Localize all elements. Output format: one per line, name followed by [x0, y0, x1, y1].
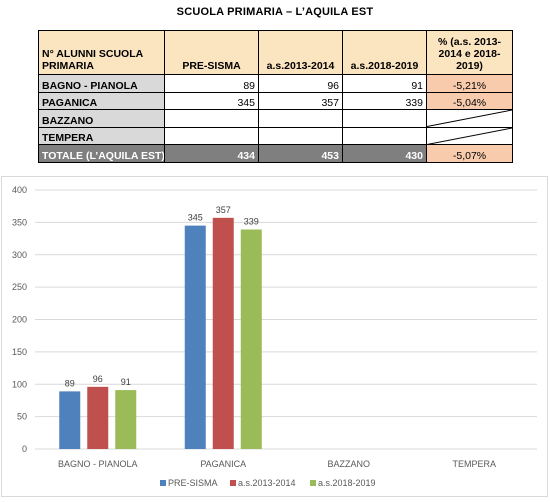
data-label: 96 [93, 374, 103, 384]
cell-as-2013-2014: 96 [258, 74, 343, 93]
cell-percent: -5,04% [426, 91, 513, 110]
y-tick-label: 300 [12, 250, 27, 260]
total-pre-sisma: 434 [164, 144, 259, 163]
cell-pre-sisma: 345 [164, 91, 259, 110]
header-percent: % (a.s. 2013-2014 e 2018-2019) [426, 30, 513, 75]
data-label: 91 [121, 377, 131, 387]
bar [240, 229, 262, 449]
legend-label: a.s.2018-2019 [318, 478, 376, 488]
legend-label: a.s.2013-2014 [238, 478, 296, 488]
table-row: BAZZANO [38, 109, 513, 128]
cell-as-2013-2014 [258, 109, 343, 128]
x-tick-label: BAZZANO [327, 459, 370, 469]
legend-swatch [160, 480, 166, 486]
data-label: 345 [188, 213, 203, 223]
cell-as-2018-2019 [342, 109, 427, 128]
cell-pre-sisma [164, 109, 259, 128]
cell-percent-empty [426, 109, 513, 128]
cell-as-2018-2019 [342, 126, 427, 145]
bar [212, 217, 234, 449]
row-label: BAGNO - PIANOLA [38, 74, 165, 93]
header-percent-symbol: % [437, 36, 448, 48]
total-label: TOTALE (L’AQUILA EST) [38, 144, 165, 163]
table-row: BAGNO - PIANOLA 89 96 91 -5,21% [38, 74, 513, 93]
total-percent: -5,07% [426, 144, 513, 163]
cell-pre-sisma [164, 126, 259, 145]
y-tick-label: 400 [12, 185, 27, 195]
total-as-2018-2019: 430 [342, 144, 427, 163]
bar [115, 390, 137, 449]
y-tick-label: 50 [17, 412, 27, 422]
row-label: BAZZANO [38, 109, 165, 128]
table-row: TEMPERA [38, 126, 513, 145]
table-total-row: TOTALE (L’AQUILA EST) 434 453 430 -5,07% [38, 144, 513, 163]
table-header-row: N° ALUNNI SCUOLA PRIMARIA PRE-SISMA a.s.… [38, 30, 513, 75]
header-label: N° ALUNNI SCUOLA PRIMARIA [38, 30, 165, 75]
table-row: PAGANICA 345 357 339 -5,04% [38, 91, 513, 110]
legend-label: PRE-SISMA [168, 478, 218, 488]
chart-area: 0 50 100 150 200 250 300 350 400 BAGNO - PIANOLA 8… [1, 176, 548, 497]
document-title: SCUOLA PRIMARIA – L’AQUILA EST [176, 6, 374, 18]
header-percent-text: (a.s. 2013-2014 e 2018-2019) [438, 36, 502, 72]
bar [184, 225, 206, 449]
cell-percent: -5,21% [426, 74, 513, 93]
header-as-2018-2019: a.s.2018-2019 [342, 30, 427, 75]
cell-percent-empty [426, 126, 513, 145]
x-tick-label: BAGNO - PIANOLA [58, 459, 138, 469]
cell-pre-sisma: 89 [164, 74, 259, 93]
y-tick-label: 250 [12, 282, 27, 292]
bar [87, 386, 109, 449]
data-label: 339 [244, 216, 259, 226]
students-table: N° ALUNNI SCUOLA PRIMARIA PRE-SISMA a.s.… [38, 30, 513, 163]
total-as-2013-2014: 453 [258, 144, 343, 163]
y-tick-label: 150 [12, 347, 27, 357]
header-as-2013-2014: a.s.2013-2014 [258, 30, 343, 75]
header-pre-sisma: PRE-SISMA [164, 30, 259, 75]
x-tick-label: PAGANICA [200, 459, 246, 469]
cell-as-2013-2014 [258, 126, 343, 145]
row-label: TEMPERA [38, 126, 165, 145]
bar [59, 391, 81, 449]
row-label: PAGANICA [38, 91, 165, 110]
cell-as-2018-2019: 91 [342, 74, 427, 93]
x-tick-label: TEMPERA [452, 459, 496, 469]
bar-chart: 0 50 100 150 200 250 300 350 400 BAGNO - PIANOLA 8… [12, 185, 537, 488]
y-tick-label: 200 [12, 315, 27, 325]
legend-swatch [310, 480, 316, 486]
data-label: 357 [216, 205, 231, 215]
cell-as-2018-2019: 339 [342, 91, 427, 110]
y-tick-label: 350 [12, 217, 27, 227]
cell-as-2013-2014: 357 [258, 91, 343, 110]
legend-swatch [230, 480, 236, 486]
y-tick-label: 0 [22, 444, 27, 454]
data-label: 89 [65, 378, 75, 388]
y-tick-label: 100 [12, 379, 27, 389]
